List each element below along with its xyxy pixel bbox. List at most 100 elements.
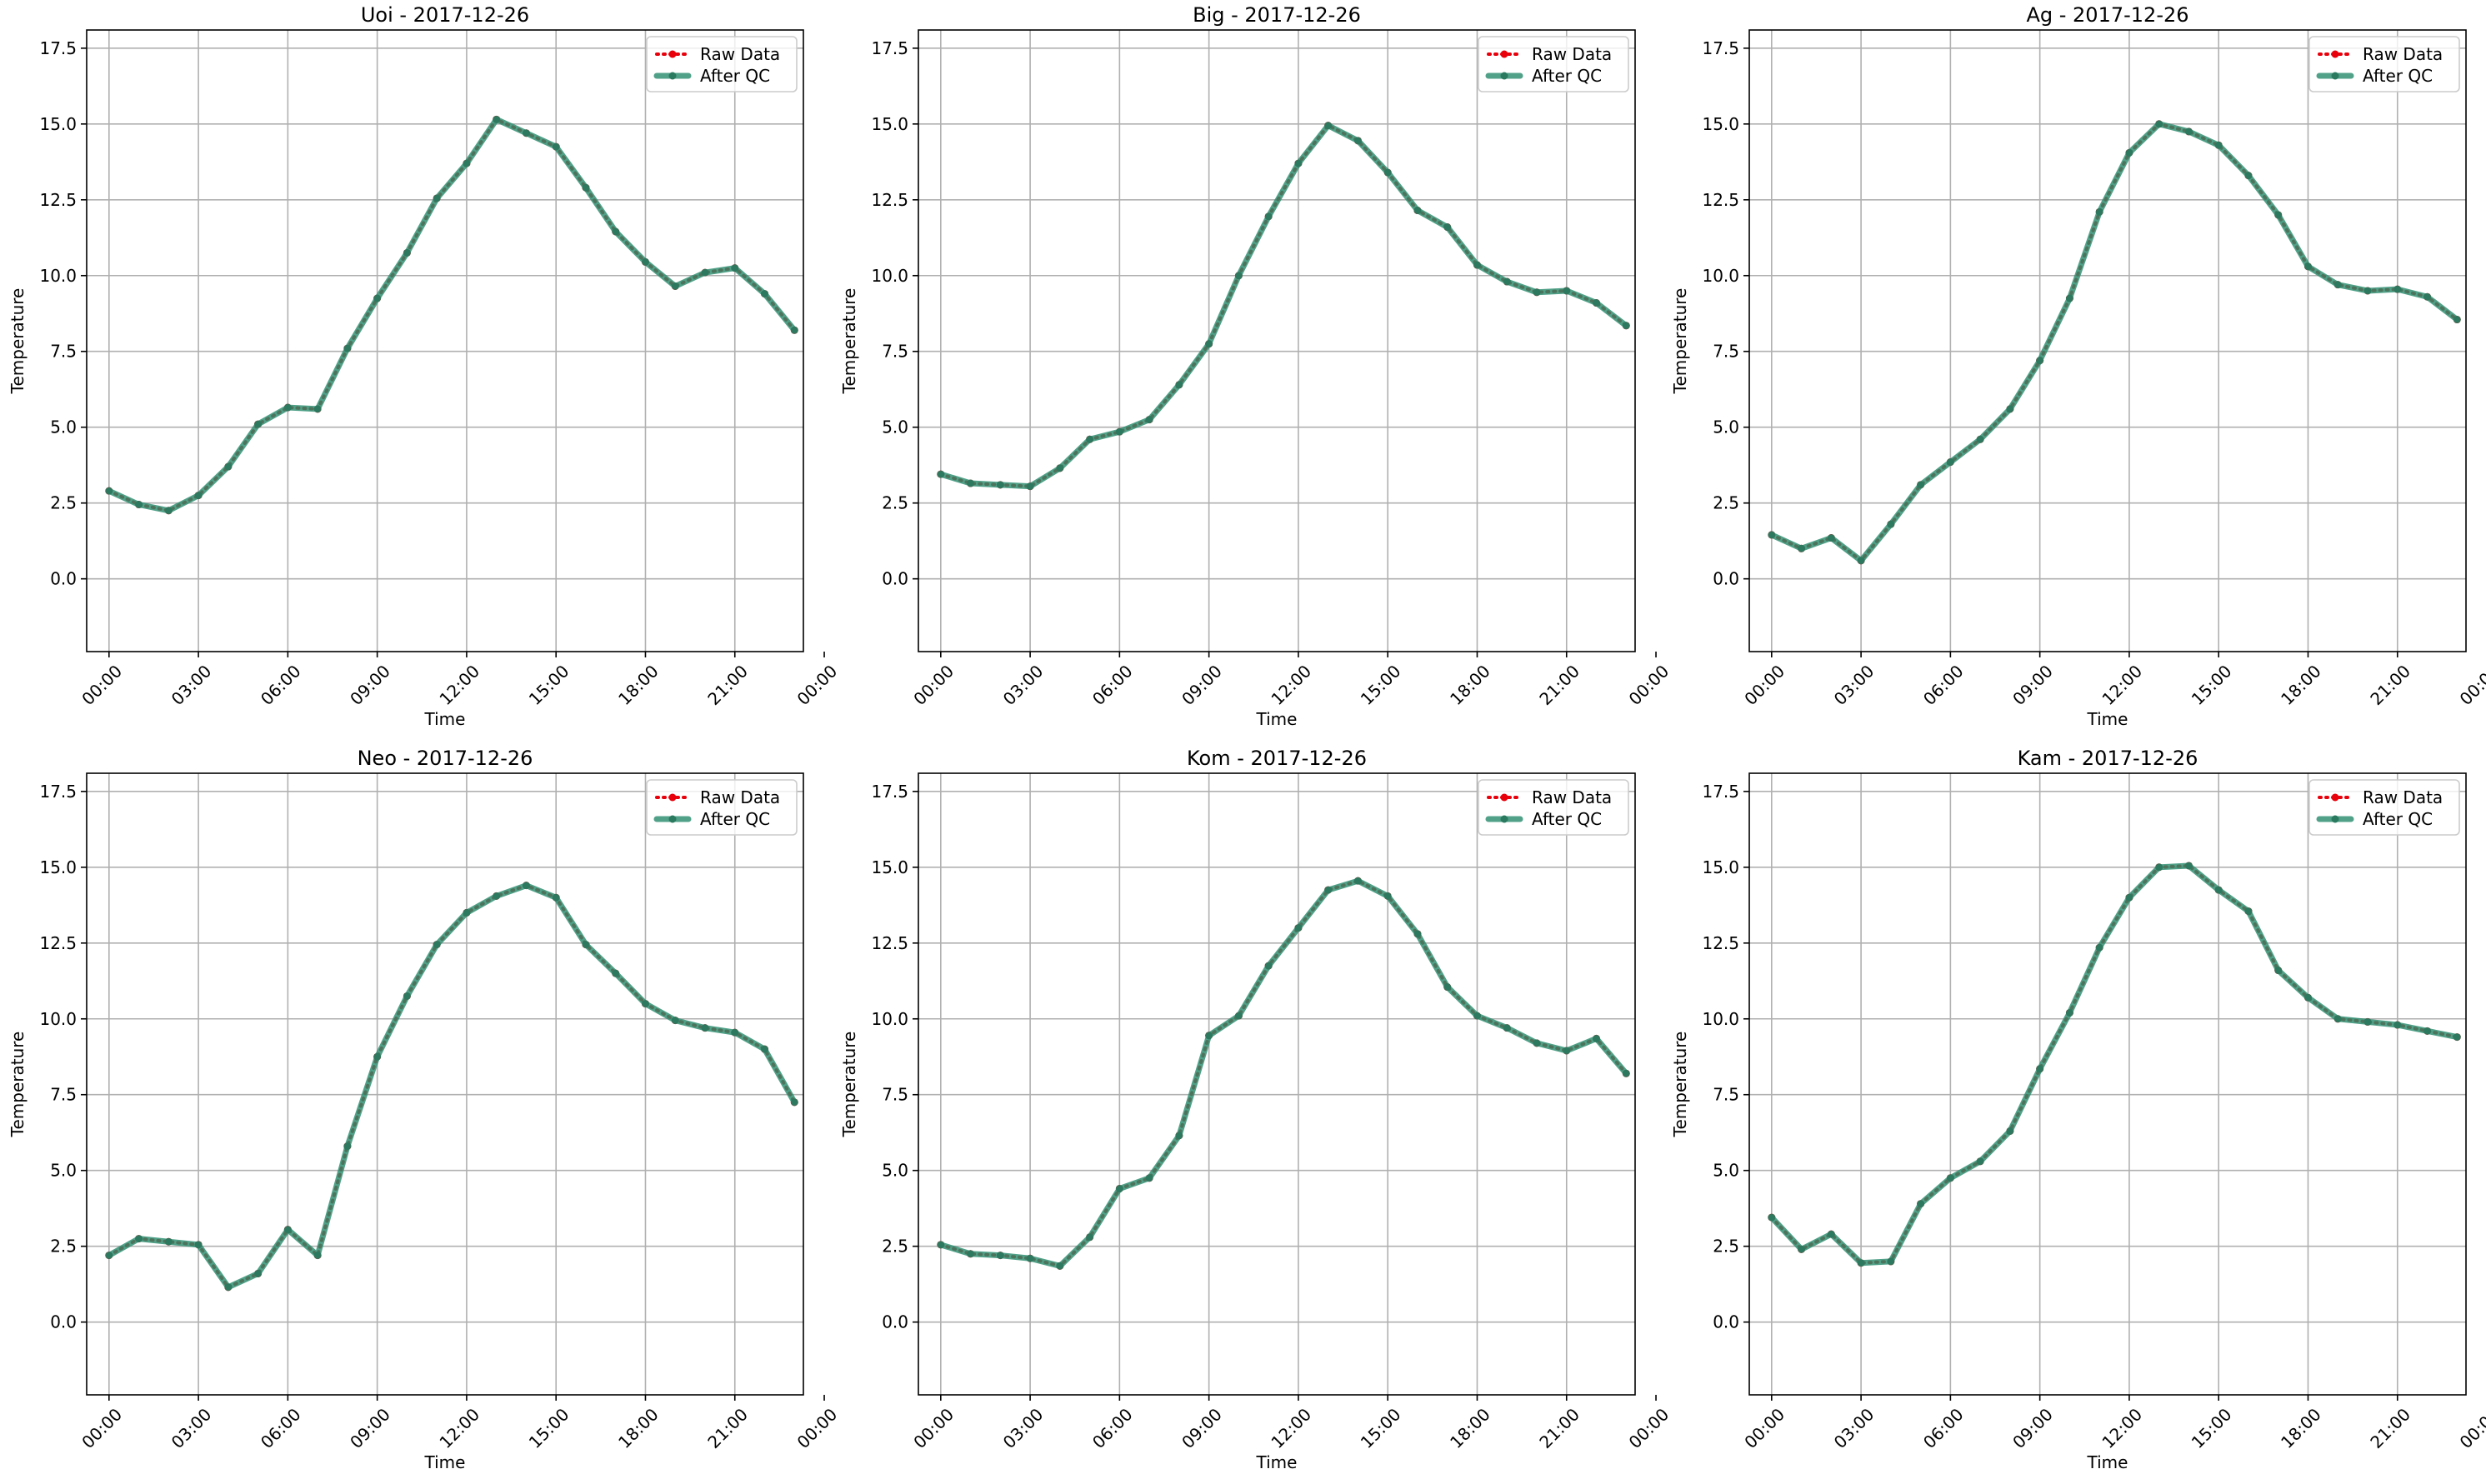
y-tick-label: 12.5 xyxy=(1702,933,1739,953)
x-axis-label: Time xyxy=(1256,709,1298,729)
after-qc-point xyxy=(1294,159,1303,167)
after-qc-point xyxy=(2214,141,2223,149)
legend-raw-marker xyxy=(2331,793,2339,802)
after-qc-point xyxy=(612,969,620,977)
x-tick-label: 21:00 xyxy=(703,661,752,709)
after-qc-point xyxy=(671,1017,679,1025)
plot-frame xyxy=(918,29,1636,652)
x-tick-label: 15:00 xyxy=(2188,661,2236,709)
after-qc-point xyxy=(967,1250,975,1258)
x-tick-label: 09:00 xyxy=(346,1404,394,1452)
legend-qc-marker xyxy=(2331,72,2339,80)
after-qc-point xyxy=(1887,520,1895,528)
chart-title: Big - 2017-12-26 xyxy=(1193,3,1361,27)
x-tick-label: 06:00 xyxy=(1088,1404,1137,1452)
legend-qc-marker xyxy=(1500,72,1508,80)
after-qc-point xyxy=(164,507,173,515)
after-qc-point xyxy=(2244,172,2253,180)
x-tick-label: 21:00 xyxy=(2366,661,2414,709)
after-qc-point xyxy=(1976,1157,1984,1166)
after-qc-point xyxy=(283,403,292,412)
chart-title: Kom - 2017-12-26 xyxy=(1187,747,1367,770)
x-tick-label: 18:00 xyxy=(614,1404,663,1452)
x-tick-label: 03:00 xyxy=(999,1404,1048,1452)
after-qc-point xyxy=(1264,962,1273,970)
x-tick-label: 18:00 xyxy=(2277,1404,2325,1452)
y-tick-label: 15.0 xyxy=(1702,857,1739,877)
plot-frame xyxy=(86,29,804,652)
y-tick-label: 15.0 xyxy=(39,114,77,134)
x-tick-label: 12:00 xyxy=(1267,661,1315,709)
after-qc-point xyxy=(2155,120,2163,128)
after-qc-point xyxy=(2244,907,2253,916)
legend-qc-marker xyxy=(2331,815,2339,823)
y-tick-label: 17.5 xyxy=(39,782,77,802)
after-qc-point xyxy=(937,1241,945,1249)
x-tick-label: 09:00 xyxy=(346,661,394,709)
y-tick-label: 2.5 xyxy=(882,1237,908,1257)
y-tick-label: 15.0 xyxy=(871,114,908,134)
after-qc-point xyxy=(1827,534,1835,542)
after-qc-point xyxy=(1503,1024,1511,1032)
legend-raw-label: Raw Data xyxy=(700,44,780,64)
chart-panel: 0.0 2.5 5.0 7.5 10.0 12.5 15.0 17.5 00:00 03:00 06… xyxy=(839,3,1673,729)
y-tick-label: 12.5 xyxy=(39,190,77,210)
y-tick-label: 17.5 xyxy=(1702,782,1739,802)
after-qc-point xyxy=(1026,482,1034,491)
y-axis-label: Temperature xyxy=(8,1032,28,1138)
y-tick-label: 5.0 xyxy=(882,417,908,437)
after-qc-point xyxy=(1827,1230,1835,1238)
after-qc-point xyxy=(373,1052,382,1061)
y-tick-label: 2.5 xyxy=(1713,493,1739,513)
chart-title: Ag - 2017-12-26 xyxy=(2026,3,2188,27)
after-qc-point xyxy=(1857,557,1865,565)
after-qc-point xyxy=(1175,1132,1183,1140)
y-tick-label: 17.5 xyxy=(1702,38,1739,58)
x-tick-label: 00:00 xyxy=(2456,661,2486,709)
legend-raw-label: Raw Data xyxy=(2363,787,2443,807)
after-qc-point xyxy=(996,481,1004,489)
chart-title: Neo - 2017-12-26 xyxy=(358,747,533,770)
y-tick-label: 10.0 xyxy=(39,266,77,286)
y-tick-label: 17.5 xyxy=(39,38,77,58)
after-qc-point xyxy=(1443,223,1452,232)
after-qc-point xyxy=(135,501,143,509)
plot-frame xyxy=(918,772,1636,1396)
after-qc-point xyxy=(1946,458,1954,467)
x-axis-label: Time xyxy=(2087,1452,2128,1472)
after-qc-point xyxy=(224,1283,233,1292)
x-tick-label: 12:00 xyxy=(2098,1404,2146,1452)
legend-raw-marker xyxy=(1500,793,1508,802)
after-qc-point xyxy=(552,142,560,151)
after-qc-point xyxy=(1205,1032,1213,1040)
after-qc-point xyxy=(671,282,679,290)
after-qc-point xyxy=(1887,1257,1895,1266)
after-qc-point xyxy=(1622,1069,1630,1077)
legend-qc-marker xyxy=(1500,815,1508,823)
after-qc-point xyxy=(1175,381,1183,389)
after-qc-point xyxy=(2303,262,2312,271)
after-qc-point xyxy=(2423,292,2432,301)
raw-data-line xyxy=(938,879,1628,1268)
after-qc-point xyxy=(135,1235,143,1243)
x-tick-label: 21:00 xyxy=(703,1404,752,1452)
after-qc-point xyxy=(224,462,233,471)
x-axis-label: Time xyxy=(424,709,466,729)
after-qc-point xyxy=(2363,1017,2372,1026)
after-qc-point xyxy=(2125,148,2133,157)
y-tick-label: 7.5 xyxy=(50,342,77,362)
x-tick-label: 03:00 xyxy=(1830,661,1878,709)
after-qc-point xyxy=(2125,893,2133,902)
after-qc-point xyxy=(2214,886,2223,894)
y-tick-label: 15.0 xyxy=(871,857,908,877)
x-tick-label: 00:00 xyxy=(793,1404,842,1452)
after-qc-point xyxy=(2363,287,2372,295)
after-qc-point xyxy=(701,1024,709,1032)
after-qc-point xyxy=(2006,1127,2014,1135)
x-axis-label: Time xyxy=(2087,709,2128,729)
y-tick-label: 2.5 xyxy=(50,1237,77,1257)
after-qc-point xyxy=(1768,531,1776,539)
x-tick-label: 09:00 xyxy=(1178,1404,1226,1452)
